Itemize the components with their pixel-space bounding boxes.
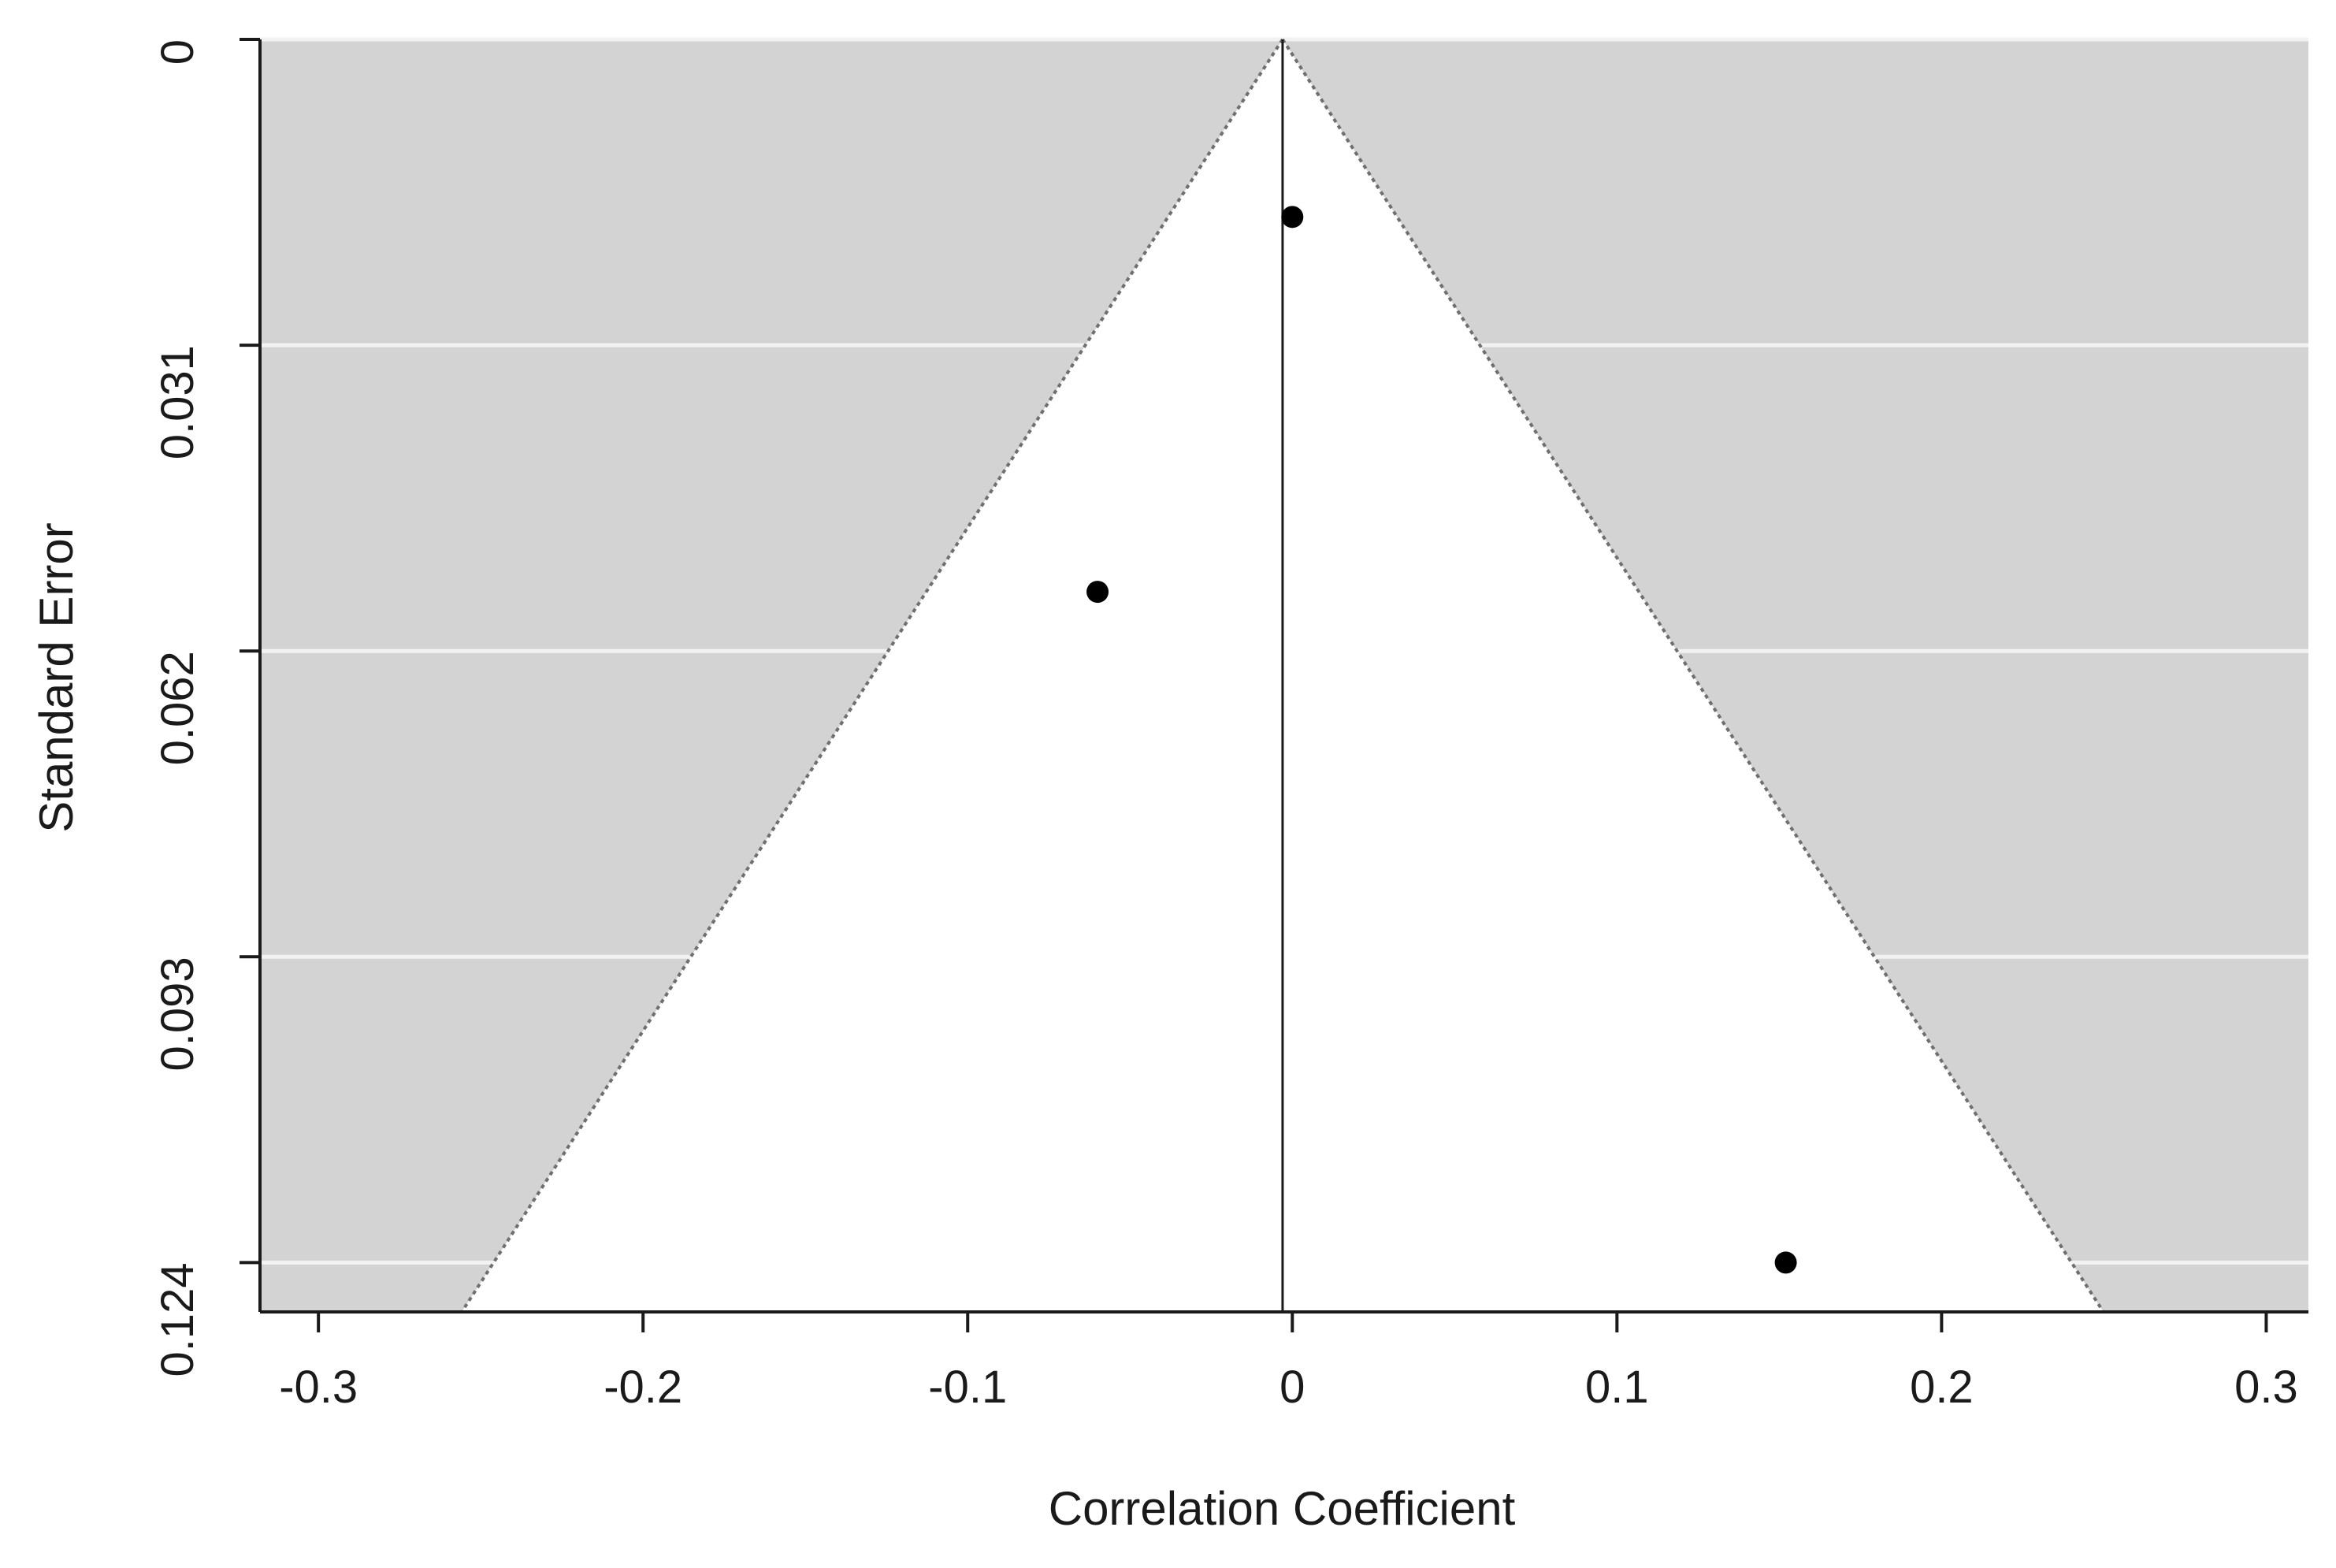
y-tick-label-3: 0.093	[152, 957, 203, 1071]
data-point-1	[1086, 581, 1109, 604]
x-tick-label-4: 0.1	[1585, 1362, 1649, 1413]
axes-group	[258, 39, 2308, 1313]
x-tick-label-3: 0	[1279, 1362, 1305, 1413]
x-axis-title: Correlation Coefficient	[1049, 1482, 1516, 1535]
x-tick-label-5: 0.2	[1910, 1362, 1974, 1413]
y-tick-label-0: 0	[152, 39, 203, 65]
data-point-2	[1774, 1251, 1797, 1274]
y-axis-title: Standard Error	[30, 522, 83, 833]
y-tick-label-1: 0.031	[152, 345, 203, 459]
x-tick-label-1: -0.2	[603, 1362, 682, 1413]
y-ticks-group: 0 0.031 0.062 0.093 0.124	[152, 38, 260, 1377]
x-tick-label-2: -0.1	[928, 1362, 1007, 1413]
x-tick-label-6: 0.3	[2234, 1362, 2298, 1413]
x-tick-label-0: -0.3	[279, 1362, 358, 1413]
y-tick-label-2: 0.062	[152, 651, 203, 765]
y-tick-label-4: 0.124	[152, 1262, 203, 1377]
data-points-group	[1086, 206, 1797, 1274]
funnel-right-boundary	[1281, 38, 2105, 1313]
x-ticks-group: -0.3 -0.2 -0.1 0 0.1 0.2 0.3	[279, 1312, 2298, 1413]
funnel-left-boundary	[460, 38, 1284, 1313]
data-point-0	[1281, 206, 1304, 229]
